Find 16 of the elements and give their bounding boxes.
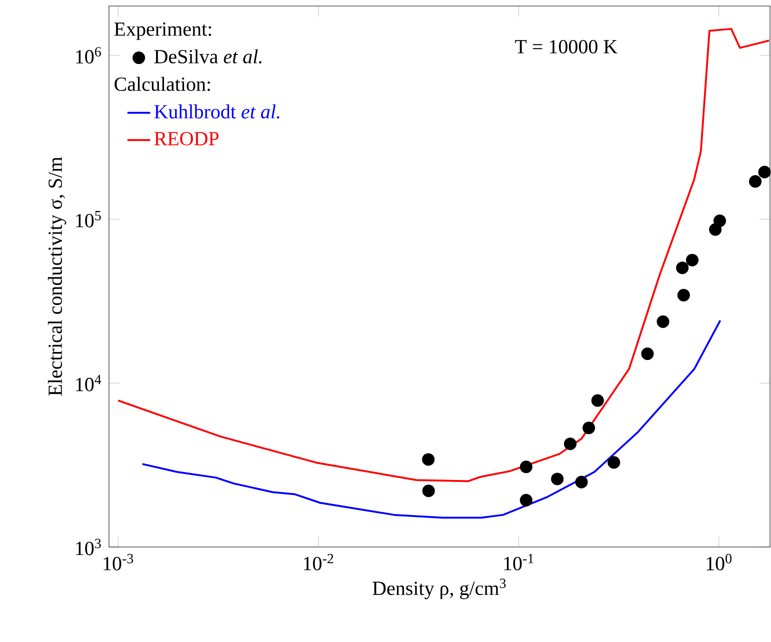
legend-label: Kuhlbrodt et al. <box>154 104 280 119</box>
annotation: T = 10000 K <box>515 40 618 54</box>
y-tick-label: 10$^{3}$ <box>76 538 101 556</box>
y-tick-label: 10$^{4}$ <box>76 374 102 392</box>
legend-label: DeSilva et al. <box>154 49 262 64</box>
x-tick-label: 10$^{-2}$ <box>304 554 334 570</box>
x-tick-label: 10$^{0}$ <box>706 554 732 570</box>
x-tick-label: 10$^{-1}$ <box>504 554 534 570</box>
x-axis-title: Density ρ, g/cm$^{3}$ <box>372 578 506 600</box>
annotation: Calculation: <box>114 76 210 92</box>
y-tick-label: 10$^{5}$ <box>76 211 101 228</box>
annotation: Experiment: <box>114 22 212 40</box>
x-tick-label: 10$^{-3}$ <box>104 554 134 570</box>
y-axis-title: Electrical conductivity σ, S/m <box>48 156 66 396</box>
y-tick-label: 10$^{6}$ <box>76 47 101 64</box>
legend-label: REODP <box>154 132 219 146</box>
